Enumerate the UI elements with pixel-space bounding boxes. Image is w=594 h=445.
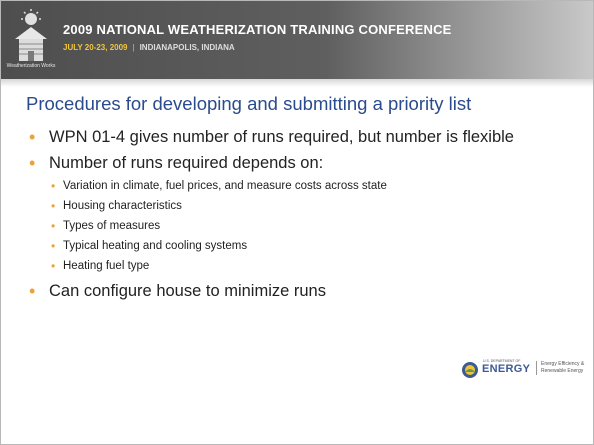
header-banner xyxy=(1,1,593,79)
doe-seal xyxy=(462,362,478,378)
bullet: Can configure house to minimize runs xyxy=(27,280,567,302)
bullet-list: WPN 01-4 gives number of runs required, … xyxy=(27,126,567,306)
sub-bullet: Housing characteristics xyxy=(49,196,567,216)
bullet: WPN 01-4 gives number of runs required, … xyxy=(27,126,567,148)
header-fade xyxy=(1,79,593,87)
bullet-text: WPN 01-4 gives number of runs required, … xyxy=(49,128,514,146)
conference-location: INDIANAPOLIS, INDIANA xyxy=(139,43,235,52)
logo-caption: Weatherization Works xyxy=(6,63,56,69)
bullet-text: Number of runs required depends on: xyxy=(49,154,324,172)
weatherization-icon xyxy=(15,9,47,61)
doe-energy: ENERGY xyxy=(482,363,531,375)
sub-bullet: Types of measures xyxy=(49,216,567,236)
sub-bullet-list: Variation in climate, fuel prices, and m… xyxy=(49,176,567,276)
doe-office: Energy Efficiency & Renewable Energy xyxy=(536,361,586,375)
doe-logo: U.S. DEPARTMENT OF ENERGY Energy Efficie… xyxy=(461,359,584,381)
sub-bullet: Variation in climate, fuel prices, and m… xyxy=(49,176,567,196)
bullet-text: Can configure house to minimize runs xyxy=(49,282,326,300)
conference-subtitle: JULY 20-23, 2009 | INDIANAPOLIS, INDIANA xyxy=(63,43,235,52)
conference-title: 2009 NATIONAL WEATHERIZATION TRAINING CO… xyxy=(63,22,452,37)
bullet: Number of runs required depends on: Varia… xyxy=(27,152,567,276)
separator: | xyxy=(132,43,135,52)
sub-bullet: Typical heating and cooling systems xyxy=(49,236,567,256)
sub-bullet: Heating fuel type xyxy=(49,256,567,276)
doe-department: U.S. DEPARTMENT OF xyxy=(483,359,521,363)
slide-title: Procedures for developing and submitting… xyxy=(26,93,472,114)
conference-dates: JULY 20-23, 2009 xyxy=(63,43,128,52)
